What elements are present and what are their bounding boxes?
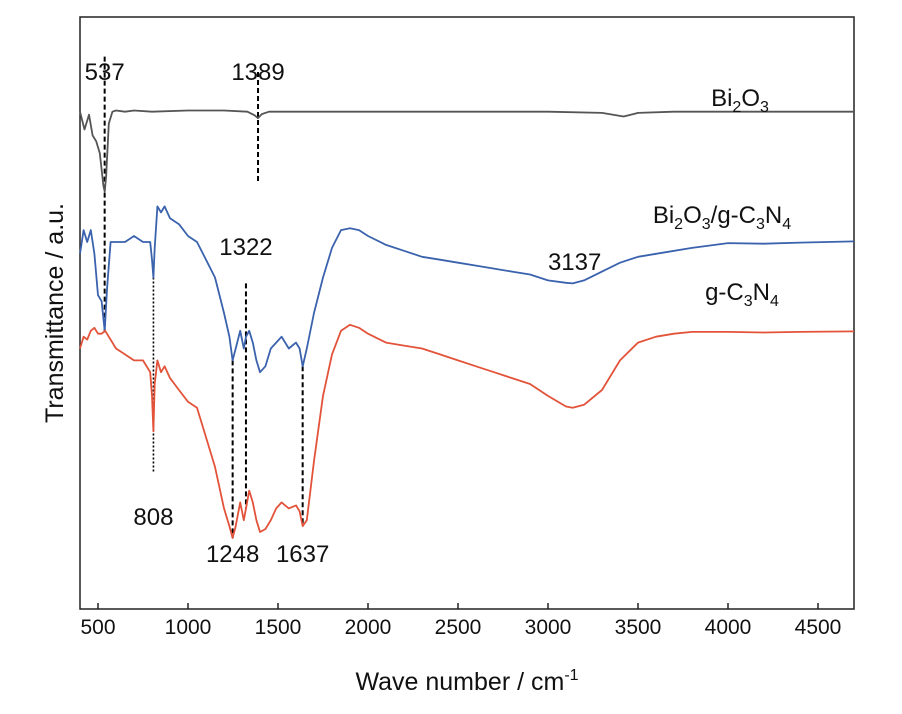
series-labels: Bi2O3 Bi2O3/g-C3N4 g-C3N4 <box>653 85 791 310</box>
peak-label-1248: 1248 <box>206 541 259 568</box>
peak-label-3137: 3137 <box>548 249 601 276</box>
peak-label-1637: 1637 <box>276 541 329 568</box>
x-axis-ticks: 500 1000 1500 2000 2500 3000 3500 4000 4500 <box>80 603 841 639</box>
x-tick-label: 1500 <box>255 616 302 639</box>
series-line-0 <box>79 109 854 193</box>
peak-guide-lines <box>103 56 304 538</box>
plot-frame <box>79 16 855 610</box>
x-tick-label: 3500 <box>615 616 662 639</box>
series-line-1 <box>79 205 855 374</box>
series-lines <box>79 109 855 539</box>
axis-titles: Wave number / cm-1 Transmittance / a.u. <box>41 203 579 696</box>
plot-border <box>79 16 855 610</box>
peak-label-1389: 1389 <box>231 59 284 86</box>
x-tick-label: 2000 <box>345 616 392 639</box>
peak-annotations: 537 1389 808 1322 1248 1637 3137 <box>85 59 602 568</box>
y-axis-title: Transmittance / a.u. <box>41 203 69 423</box>
x-tick-label: 4500 <box>795 616 842 639</box>
peak-label-808: 808 <box>133 504 173 531</box>
peak-label-537: 537 <box>85 59 125 86</box>
series-label-2: g-C3N4 <box>705 279 779 310</box>
series-label-0: Bi2O3 <box>711 85 769 116</box>
x-tick-label: 3000 <box>525 616 572 639</box>
x-tick-label: 1000 <box>165 616 212 639</box>
series-line-2 <box>79 323 855 539</box>
x-tick-label: 4000 <box>705 616 752 639</box>
x-axis-title: Wave number / cm-1 <box>355 667 578 696</box>
x-tick-label: 2500 <box>435 616 482 639</box>
series-label-1: Bi2O3/g-C3N4 <box>653 202 791 233</box>
x-tick-label: 500 <box>80 616 115 639</box>
peak-label-1322: 1322 <box>219 234 272 261</box>
